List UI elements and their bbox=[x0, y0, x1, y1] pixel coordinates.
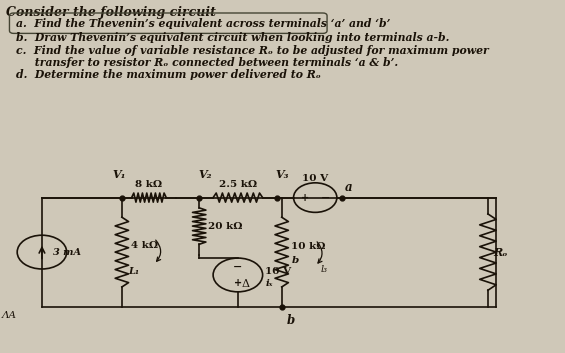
Text: −: − bbox=[321, 193, 331, 203]
Text: ΛA: ΛA bbox=[2, 311, 17, 320]
Text: Rₒ: Rₒ bbox=[493, 247, 507, 258]
Text: 10 kΩ: 10 kΩ bbox=[291, 242, 325, 251]
Text: b: b bbox=[292, 256, 299, 265]
Text: a.  Find the Thevenin’s equivalent across terminals ‘a’ and ‘b’: a. Find the Thevenin’s equivalent across… bbox=[16, 18, 390, 29]
Text: iₓ: iₓ bbox=[265, 279, 272, 288]
Text: +: + bbox=[234, 278, 242, 288]
Text: V₃: V₃ bbox=[275, 169, 289, 180]
Text: d.  Determine the maximum power delivered to Rₒ: d. Determine the maximum power delivered… bbox=[16, 69, 321, 80]
FancyArrowPatch shape bbox=[156, 240, 160, 261]
Text: −: − bbox=[233, 262, 242, 272]
Text: L₁: L₁ bbox=[128, 267, 139, 276]
Text: 20 kΩ: 20 kΩ bbox=[208, 222, 243, 231]
Text: b: b bbox=[287, 314, 295, 327]
Text: Consider the following circuit: Consider the following circuit bbox=[6, 6, 216, 19]
Text: 10 V: 10 V bbox=[265, 267, 292, 276]
Text: 4 kΩ: 4 kΩ bbox=[131, 240, 158, 250]
Text: Δ: Δ bbox=[242, 279, 250, 289]
Text: l₃: l₃ bbox=[320, 265, 327, 274]
Text: 2.5 kΩ: 2.5 kΩ bbox=[219, 180, 257, 189]
Text: +: + bbox=[301, 193, 309, 203]
Text: V₂: V₂ bbox=[199, 169, 212, 180]
Text: 10 V: 10 V bbox=[302, 174, 328, 183]
Text: V₁: V₁ bbox=[112, 169, 126, 180]
Text: transfer to resistor Rₒ connected between terminals ‘a & b’.: transfer to resistor Rₒ connected betwee… bbox=[16, 57, 398, 68]
Text: b.  Draw Thevenin’s equivalent circuit when looking into terminals a-b.: b. Draw Thevenin’s equivalent circuit wh… bbox=[16, 32, 450, 43]
FancyArrowPatch shape bbox=[317, 242, 322, 263]
Text: c.  Find the value of variable resistance Rₒ to be adjusted for maximum power: c. Find the value of variable resistance… bbox=[16, 45, 489, 56]
Text: a: a bbox=[345, 180, 352, 193]
Text: 8 kΩ: 8 kΩ bbox=[136, 180, 163, 189]
Text: 3 mA: 3 mA bbox=[53, 247, 81, 257]
